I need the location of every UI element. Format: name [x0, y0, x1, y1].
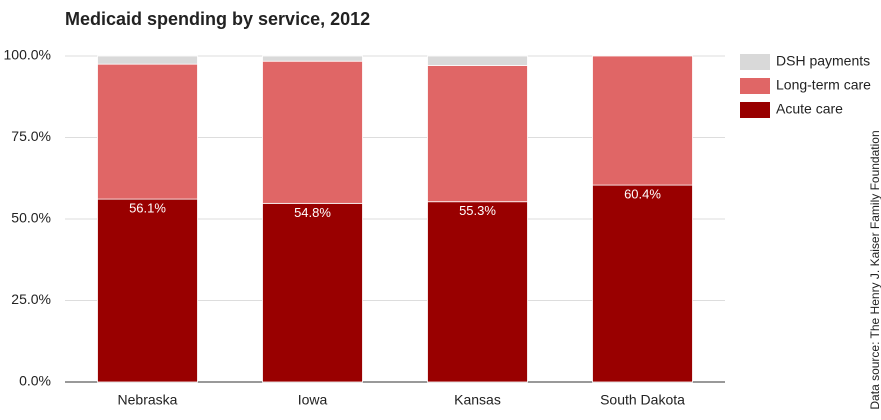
legend-swatch [740, 102, 770, 118]
x-tick-label: Kansas [454, 392, 501, 408]
bar-segment [427, 201, 528, 383]
bar-segment [427, 55, 528, 66]
legend-label: DSH payments [776, 53, 870, 69]
bar-segment [427, 65, 528, 203]
bar-segment [592, 55, 693, 186]
legend-swatch [740, 54, 770, 70]
chart-title: Medicaid spending by service, 2012 [65, 9, 370, 29]
bar-segment [97, 198, 198, 383]
bar-segment [262, 202, 363, 383]
y-tick-label: 25.0% [11, 291, 51, 307]
bar-segment [97, 63, 198, 200]
x-tick-label: Nebraska [118, 392, 178, 408]
legend-label: Long-term care [776, 77, 871, 93]
source: Data source: The Henry J. Kaiser Family … [868, 130, 881, 409]
value-label: 55.3% [459, 203, 496, 218]
bar-segment [262, 60, 363, 204]
bar-segment [262, 55, 363, 62]
x-tick-label: Iowa [298, 392, 328, 408]
y-tick-label: 75.0% [11, 128, 51, 144]
legend-swatch [740, 78, 770, 94]
value-label: 54.8% [294, 205, 331, 220]
value-label: 56.1% [129, 201, 166, 216]
x-tick-label: South Dakota [600, 392, 685, 408]
bar-segment [592, 184, 693, 383]
y-tick-label: 50.0% [11, 210, 51, 226]
bar-segment [97, 55, 198, 65]
legend-label: Acute care [776, 101, 843, 117]
y-tick-label: 0.0% [19, 373, 51, 389]
y-tick-label: 100.0% [4, 47, 51, 63]
value-label: 60.4% [624, 187, 661, 202]
